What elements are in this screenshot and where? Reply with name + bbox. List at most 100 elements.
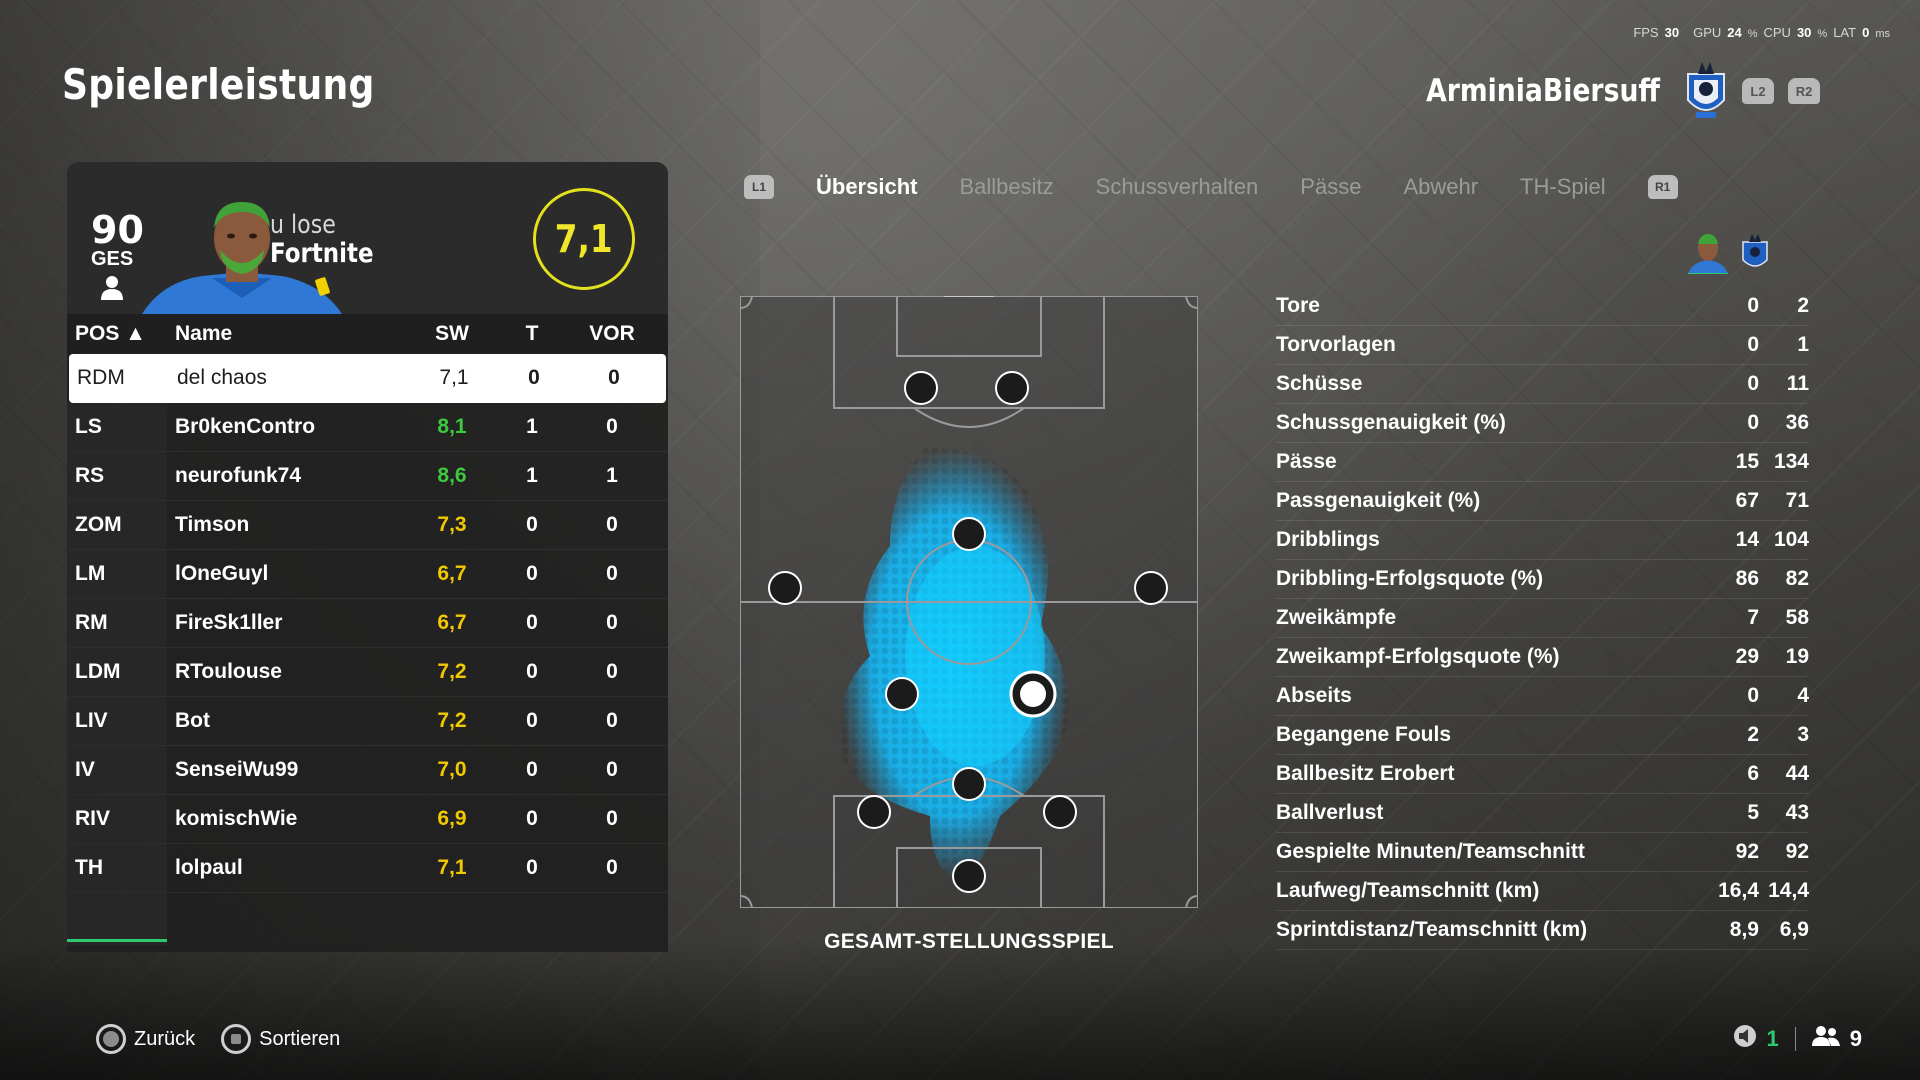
- stat-row: Sprintdistanz/Teamschnitt (km) 8,9 6,9: [1276, 911, 1809, 950]
- row-name: lolpaul: [175, 856, 243, 879]
- stat-player-value: 67: [1735, 489, 1759, 512]
- row-pos: IV: [67, 746, 167, 794]
- sort-hint[interactable]: Sortieren: [221, 1024, 340, 1054]
- stat-label: Zweikampf-Erfolgsquote (%): [1276, 645, 1560, 668]
- stat-player-value: 0: [1747, 372, 1759, 395]
- stat-player-value: 29: [1735, 645, 1759, 668]
- table-row[interactable]: RDM del chaos 7,1 0 0: [69, 354, 666, 403]
- row-assists: 0: [606, 611, 618, 634]
- row-pos: LM: [67, 550, 167, 598]
- stat-player-value: 0: [1747, 684, 1759, 707]
- stat-team-value: 71: [1785, 489, 1809, 512]
- r2-button[interactable]: R2: [1788, 78, 1820, 104]
- back-hint[interactable]: Zurück: [96, 1024, 195, 1054]
- stat-row: Passgenauigkeit (%) 67 71: [1276, 482, 1809, 521]
- row-name: komischWie: [175, 807, 298, 830]
- stat-team-value: 44: [1785, 762, 1809, 785]
- gpu-value: 24: [1727, 25, 1742, 40]
- divider: [1794, 1027, 1796, 1051]
- table-row[interactable]: RM FireSk1ller 6,7 0 0: [67, 599, 668, 648]
- row-goals: 0: [526, 856, 538, 879]
- people-icon: [1811, 1024, 1840, 1054]
- stat-team-value: 43: [1785, 801, 1809, 824]
- stat-row: Schussgenauigkeit (%) 0 36: [1276, 404, 1809, 443]
- table-row[interactable]: LM lOneGuyl 6,7 0 0: [67, 550, 668, 599]
- player-dot: [952, 859, 986, 893]
- row-name: del chaos: [177, 366, 267, 389]
- tab-possession[interactable]: Ballbesitz: [959, 174, 1054, 199]
- header-sw[interactable]: SW: [435, 322, 469, 345]
- overall-value: 90: [91, 208, 144, 252]
- cpu-label: CPU: [1763, 25, 1791, 40]
- stats-column-avatars: [1688, 232, 1770, 279]
- stat-row: Gespielte Minuten/Teamschnitt 92 92: [1276, 833, 1809, 872]
- table-row[interactable]: LDM RToulouse 7,2 0 0: [67, 648, 668, 697]
- header-vor[interactable]: VOR: [589, 322, 635, 345]
- l2-button[interactable]: L2: [1742, 78, 1774, 104]
- match-rating-value: 7,1: [555, 217, 613, 261]
- stat-player-value: 7: [1747, 606, 1759, 629]
- stat-player-value: 8,9: [1729, 918, 1759, 941]
- row-name: Bot: [175, 709, 210, 732]
- table-row[interactable]: TH lolpaul 7,1 0 0: [67, 844, 668, 893]
- row-pos-empty: [67, 893, 167, 945]
- row-assists: 0: [608, 366, 620, 389]
- row-assists: 0: [606, 758, 618, 781]
- tab-defending[interactable]: Abwehr: [1403, 174, 1479, 199]
- row-rating: 7,3: [437, 513, 467, 536]
- row-assists: 0: [606, 807, 618, 830]
- tab-passing[interactable]: Pässe: [1300, 174, 1362, 199]
- stat-row: Tore 0 2: [1276, 287, 1809, 326]
- team-header: ArminiaBiersuff L2 R2: [1388, 60, 1820, 122]
- stat-label: Gespielte Minuten/Teamschnitt: [1276, 840, 1585, 863]
- gpu-unit: %: [1747, 28, 1758, 40]
- tab-overview[interactable]: Übersicht: [816, 174, 918, 199]
- players-count: 9: [1849, 1026, 1862, 1051]
- speaker-icon: [1733, 1024, 1757, 1054]
- stat-team-value: 11: [1786, 372, 1809, 395]
- stat-player-value: 5: [1747, 801, 1759, 824]
- stat-team-value: 104: [1773, 528, 1809, 551]
- stat-label: Torvorlagen: [1276, 333, 1396, 356]
- l1-button[interactable]: L1: [744, 175, 774, 199]
- header-t[interactable]: T: [525, 322, 539, 345]
- row-rating: 6,7: [437, 611, 467, 634]
- stat-player-value: 15: [1735, 450, 1759, 473]
- table-row[interactable]: RS neurofunk74 8,6 1 1: [67, 452, 668, 501]
- row-goals: 0: [526, 660, 538, 683]
- player-rows: RDM del chaos 7,1 0 0 LS Br0kenContro 8,…: [67, 354, 668, 945]
- table-header: POS ▲ Name SW T VOR: [67, 314, 668, 354]
- gpu-label: GPU: [1693, 25, 1722, 40]
- player-dot: [952, 767, 986, 801]
- page-title: Spielerleistung: [62, 60, 375, 109]
- player-portrait: [142, 198, 342, 314]
- table-row[interactable]: LIV Bot 7,2 0 0: [67, 697, 668, 746]
- square-button-icon: [221, 1024, 252, 1054]
- header-pos[interactable]: POS ▲: [75, 322, 146, 345]
- stat-row: Dribblings 14 104: [1276, 521, 1809, 560]
- row-pos: ZOM: [67, 501, 167, 549]
- stat-label: Dribblings: [1276, 528, 1380, 551]
- row-rating: 8,6: [437, 464, 467, 487]
- stat-label: Ballverlust: [1276, 801, 1384, 824]
- header-name[interactable]: Name: [175, 322, 233, 345]
- cpu-value: 30: [1796, 25, 1812, 40]
- row-goals: 0: [526, 562, 538, 585]
- stat-team-value: 82: [1785, 567, 1809, 590]
- stat-label: Abseits: [1276, 684, 1352, 707]
- table-row[interactable]: ZOM Timson 7,3 0 0: [67, 501, 668, 550]
- table-row[interactable]: RIV komischWie 6,9 0 0: [67, 795, 668, 844]
- table-row[interactable]: LS Br0kenContro 8,1 1 0: [67, 403, 668, 452]
- stat-label: Zweikämpfe: [1276, 606, 1397, 629]
- tab-shooting[interactable]: Schussverhalten: [1095, 174, 1259, 199]
- selected-player-dot-inner: [1020, 681, 1046, 707]
- table-row[interactable]: IV SenseiWu99 7,0 0 0: [67, 746, 668, 795]
- stat-player-value: 0: [1747, 333, 1759, 356]
- stat-row: Begangene Fouls 2 3: [1276, 716, 1809, 755]
- back-label: Zurück: [134, 1027, 196, 1050]
- stat-label: Ballbesitz Erobert: [1276, 762, 1455, 785]
- background-bottom-shade: [0, 940, 1920, 1080]
- stat-row: Schüsse 0 11: [1276, 365, 1809, 404]
- r1-button[interactable]: R1: [1647, 175, 1678, 199]
- tab-goalkeeping[interactable]: TH-Spiel: [1520, 174, 1606, 199]
